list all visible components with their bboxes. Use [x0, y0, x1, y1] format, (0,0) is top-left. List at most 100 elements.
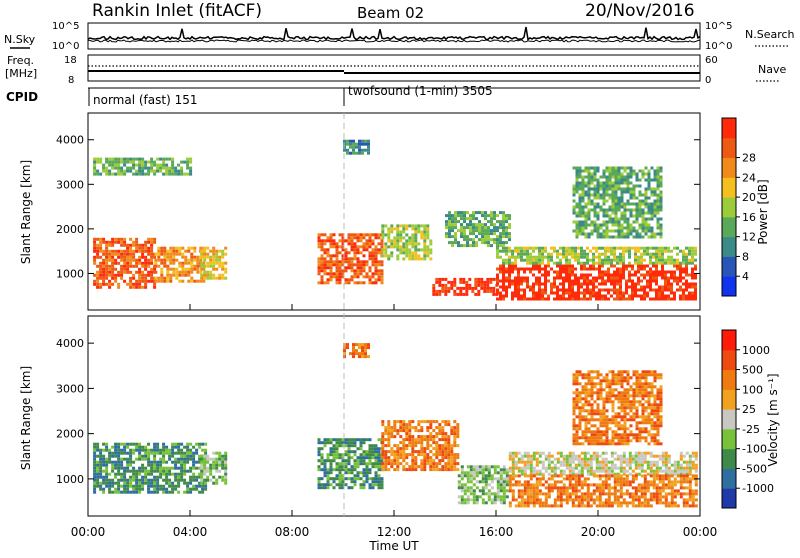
- data-cell: [393, 242, 396, 245]
- data-cell: [605, 467, 608, 470]
- data-cell: [200, 277, 203, 280]
- data-cell: [686, 492, 689, 495]
- data-cell: [366, 450, 369, 453]
- data-cell: [450, 281, 453, 284]
- data-cell: [523, 247, 526, 250]
- data-cell: [559, 274, 562, 277]
- data-cell: [648, 173, 651, 176]
- data-cell: [605, 498, 608, 501]
- data-cell: [451, 217, 454, 220]
- data-cell: [679, 262, 682, 265]
- data-cell: [435, 456, 438, 459]
- data-cell: [529, 271, 532, 274]
- data-cell: [597, 227, 600, 230]
- data-cell: [381, 450, 384, 453]
- data-cell: [517, 274, 520, 277]
- data-cell: [438, 459, 441, 462]
- data-cell: [105, 265, 108, 268]
- data-cell: [520, 280, 523, 283]
- data-cell: [426, 224, 429, 227]
- data-cell: [606, 230, 609, 233]
- data-cell: [563, 483, 566, 486]
- data-cell: [366, 480, 369, 483]
- data-cell: [665, 474, 668, 477]
- data-cell: [117, 158, 120, 161]
- data-cell: [375, 233, 378, 236]
- data-cell: [123, 443, 126, 446]
- data-cell: [117, 464, 120, 467]
- data-cell: [517, 289, 520, 292]
- data-cell: [523, 268, 526, 271]
- data-cell: [604, 262, 607, 265]
- data-cell: [544, 256, 547, 259]
- data-cell: [589, 295, 592, 298]
- data-cell: [588, 236, 591, 239]
- data-cell: [138, 455, 141, 458]
- data-cell: [651, 209, 654, 212]
- data-cell: [645, 203, 648, 206]
- data-cell: [120, 277, 123, 280]
- data-cell: [607, 268, 610, 271]
- data-cell: [598, 274, 601, 277]
- data-cell: [502, 280, 505, 283]
- data-cell: [529, 286, 532, 289]
- data-cell: [688, 274, 691, 277]
- data-cell: [617, 504, 620, 507]
- data-cell: [594, 173, 597, 176]
- data-cell: [508, 226, 511, 229]
- data-cell: [486, 287, 489, 290]
- data-cell: [336, 260, 339, 263]
- data-cell: [360, 456, 363, 459]
- data-cell: [625, 286, 628, 289]
- data-cell: [481, 229, 484, 232]
- data-cell: [661, 262, 664, 265]
- data-cell: [664, 259, 667, 262]
- data-cell: [560, 455, 563, 458]
- data-cell: [613, 292, 616, 295]
- data-cell: [607, 277, 610, 280]
- data-cell: [572, 492, 575, 495]
- data-cell: [378, 450, 381, 453]
- data-cell: [141, 271, 144, 274]
- data-cell: [203, 247, 206, 250]
- data-cell: [135, 158, 138, 161]
- data-cell: [639, 203, 642, 206]
- data-cell: [682, 259, 685, 262]
- data-cell: [111, 467, 114, 470]
- data-cell: [375, 444, 378, 447]
- data-cell: [667, 250, 670, 253]
- data-cell: [357, 462, 360, 465]
- data-cell: [541, 259, 544, 262]
- data-cell: [600, 176, 603, 179]
- data-cell: [354, 438, 357, 441]
- data-cell: [348, 266, 351, 269]
- data-cell: [644, 455, 647, 458]
- data-cell: [535, 259, 538, 262]
- data-cell: [658, 253, 661, 256]
- noise-search-trace: [88, 40, 700, 42]
- data-cell: [169, 277, 172, 280]
- data-cell: [408, 420, 411, 423]
- data-cell: [657, 200, 660, 203]
- data-cell: [123, 479, 126, 482]
- data-cell: [578, 498, 581, 501]
- data-cell: [162, 473, 165, 476]
- data-cell: [132, 286, 135, 289]
- data-cell: [144, 455, 147, 458]
- data-cell: [622, 256, 625, 259]
- data-cell: [691, 271, 694, 274]
- data-cell: [108, 256, 111, 259]
- data-cell: [123, 449, 126, 452]
- data-cell: [656, 498, 659, 501]
- data-cell: [618, 218, 621, 221]
- data-cell: [399, 429, 402, 432]
- data-cell: [186, 446, 189, 449]
- data-cell: [147, 488, 150, 491]
- data-cell: [336, 269, 339, 272]
- data-cell: [524, 498, 527, 501]
- data-cell: [585, 185, 588, 188]
- data-cell: [129, 482, 132, 485]
- data-cell: [653, 470, 656, 473]
- data-cell: [458, 495, 461, 498]
- data-cell: [568, 277, 571, 280]
